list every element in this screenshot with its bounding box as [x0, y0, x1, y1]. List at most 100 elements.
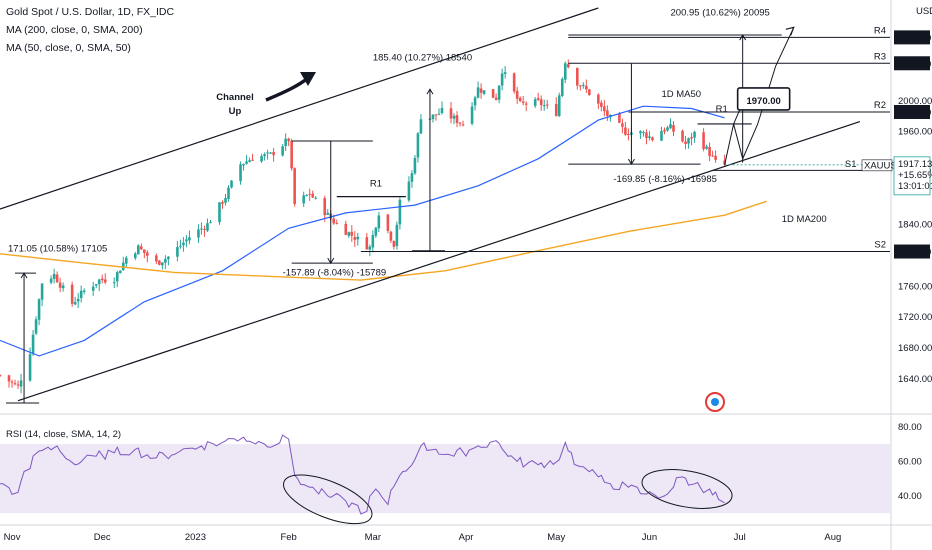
- time-tick: May: [547, 532, 565, 543]
- candle-body: [197, 229, 200, 238]
- price-tick: 1760.00: [898, 281, 932, 292]
- rsi-pane: RSI (14, close, SMA, 14, 2): [0, 429, 890, 525]
- current-price-value: 1917.13: [898, 159, 932, 170]
- symbol-badge-text: XAUUSD: [864, 160, 904, 171]
- range-3-label: 185.40 (10.27%) 18540: [373, 53, 472, 64]
- candle-body: [624, 127, 627, 135]
- level-label-s2: S2: [874, 240, 886, 251]
- candle: [524, 101, 528, 112]
- candle: [455, 111, 459, 128]
- candle: [308, 188, 311, 201]
- candle-body: [582, 84, 585, 86]
- candle: [539, 95, 543, 111]
- candle-body: [49, 278, 53, 283]
- projection-path: [724, 27, 795, 166]
- candle-body: [143, 249, 146, 253]
- candle-body: [284, 138, 287, 147]
- candle: [158, 259, 161, 266]
- candle-body: [560, 78, 564, 96]
- candle-body: [302, 195, 305, 204]
- channel-arrow-head: [300, 72, 316, 86]
- candle-body: [251, 159, 254, 161]
- candle-body: [374, 227, 378, 236]
- candle: [560, 77, 564, 98]
- candle: [452, 113, 456, 125]
- candle-body: [407, 181, 411, 201]
- price-tick: 1840.00: [898, 219, 932, 230]
- candle: [124, 255, 128, 268]
- candle: [597, 93, 600, 110]
- candle-body: [269, 152, 272, 154]
- candle: [70, 281, 74, 307]
- candle-body: [121, 262, 125, 270]
- candle-body: [392, 241, 396, 247]
- candle: [533, 97, 537, 109]
- candle-body: [536, 98, 540, 100]
- candle-body: [621, 123, 624, 127]
- candle: [311, 190, 315, 199]
- candle-body: [314, 197, 318, 199]
- range-3-arrow: [426, 88, 434, 95]
- candle: [161, 262, 164, 270]
- candle-body: [708, 146, 711, 157]
- candle: [140, 243, 143, 251]
- candle-body: [461, 124, 465, 126]
- range-5-label: 200.95 (10.62%) 20095: [671, 8, 770, 19]
- candle: [639, 130, 642, 139]
- ma50-label: 1D MA50: [661, 89, 701, 100]
- candle: [58, 277, 62, 293]
- candle: [73, 296, 77, 306]
- candle-body: [13, 383, 17, 385]
- candle: [660, 126, 663, 141]
- candle: [431, 114, 435, 123]
- candle: [245, 155, 248, 165]
- candle: [287, 137, 290, 147]
- candle: [687, 137, 690, 149]
- candle: [118, 270, 122, 274]
- candle-body: [227, 187, 230, 199]
- candle-body: [335, 222, 339, 224]
- candle: [368, 244, 372, 257]
- news-icon: [705, 392, 725, 412]
- candle-body: [603, 106, 606, 112]
- candle: [302, 191, 305, 208]
- candle: [690, 132, 693, 146]
- price-pane: [0, 59, 767, 394]
- candle-body: [311, 193, 315, 198]
- candle-body: [61, 285, 65, 289]
- time-tick: Feb: [280, 532, 296, 543]
- candle: [203, 225, 206, 237]
- candle: [16, 380, 20, 389]
- candle-body: [672, 125, 675, 132]
- candle-body: [524, 103, 528, 105]
- candle: [82, 288, 86, 295]
- candle-body: [103, 279, 107, 283]
- candle: [49, 275, 53, 285]
- candle-body: [97, 279, 101, 285]
- candle: [557, 92, 561, 118]
- candle-body: [660, 130, 663, 141]
- candle: [28, 347, 32, 382]
- candle-body: [55, 274, 59, 283]
- r1-right-label: R1: [716, 104, 728, 115]
- candle-body: [386, 214, 390, 231]
- candle-body: [542, 105, 546, 107]
- candle-body: [585, 85, 588, 90]
- candle-body: [140, 246, 143, 250]
- candle: [353, 231, 357, 247]
- target-label: 1970.00: [746, 96, 780, 107]
- candle: [365, 232, 369, 250]
- candle-body: [419, 119, 423, 134]
- current-price-badge: [893, 156, 931, 196]
- candle: [606, 105, 609, 121]
- rsi-tick: 40.00: [898, 491, 922, 502]
- current-price-countdown: 13:01:01: [898, 181, 932, 192]
- candle: [603, 99, 606, 117]
- range-2-label: -157.89 (-8.04%) -15789: [283, 267, 387, 278]
- candle: [146, 250, 149, 263]
- candle-body: [482, 90, 486, 94]
- candle: [281, 144, 284, 157]
- s1-label: S1: [845, 159, 857, 170]
- candle-body: [146, 252, 149, 256]
